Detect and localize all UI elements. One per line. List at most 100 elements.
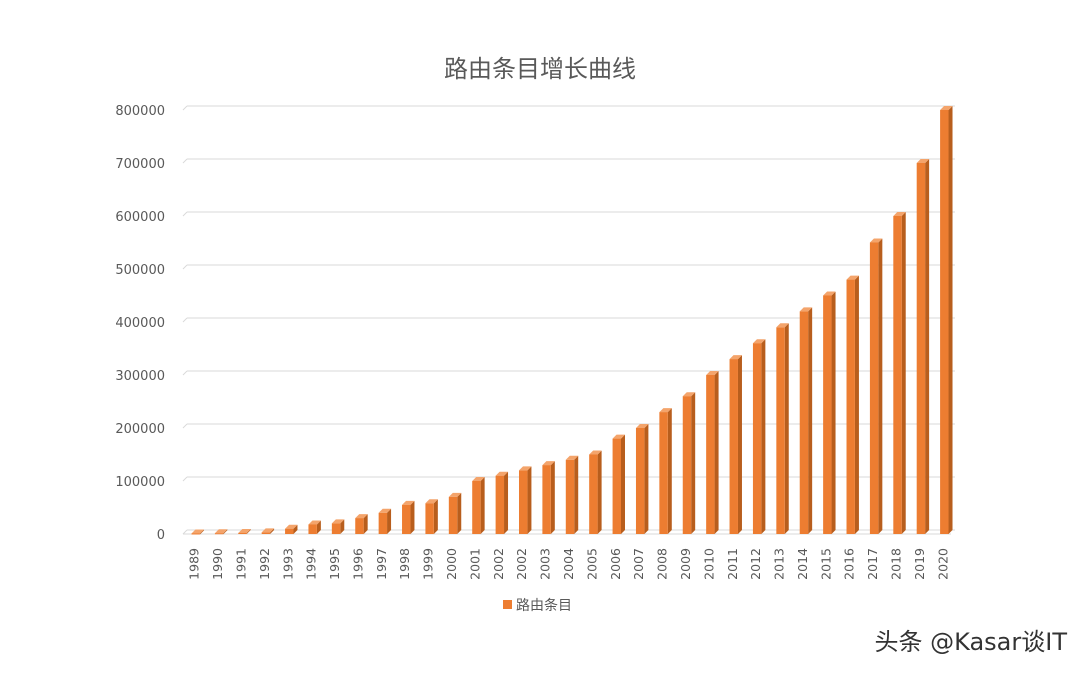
y-tick-label: 0 — [157, 528, 165, 543]
x-tick-label: 1995 — [327, 548, 342, 580]
bar-side — [854, 275, 859, 534]
y-tick-label: 700000 — [115, 157, 165, 172]
x-tick-label: 2001 — [467, 548, 482, 580]
chart-title: 路由条目增长曲线 — [444, 55, 636, 83]
gridline-edge — [182, 158, 188, 164]
bar-top — [542, 461, 555, 466]
x-tick-label: 2020 — [935, 548, 950, 580]
bar-top — [495, 471, 509, 476]
bar — [402, 504, 411, 534]
x-tick-label: 2005 — [584, 548, 599, 580]
bar — [682, 396, 692, 534]
x-tick-label: 1992 — [257, 548, 272, 580]
bar — [238, 532, 247, 534]
bar — [916, 163, 926, 534]
x-tick-label: 2014 — [795, 548, 810, 580]
y-tick-label: 600000 — [115, 210, 165, 225]
bar — [565, 459, 575, 534]
bar — [846, 279, 855, 534]
bar-side — [714, 371, 719, 534]
bar-side — [410, 500, 415, 534]
bar-top — [916, 159, 930, 163]
bar — [214, 533, 224, 535]
bar — [729, 359, 738, 534]
bar-side — [550, 461, 555, 534]
bar-top — [331, 519, 345, 524]
x-tick-label: 2015 — [818, 548, 833, 580]
bar — [869, 242, 879, 534]
bar-top — [238, 528, 251, 533]
bar-side — [574, 455, 579, 534]
bar-side — [667, 408, 672, 534]
bar — [425, 503, 434, 534]
bar — [589, 454, 598, 534]
bar-top — [776, 323, 789, 328]
bar-top — [519, 466, 532, 471]
bar-side — [901, 212, 906, 534]
bar-side — [457, 492, 462, 534]
x-tick-label: 1990 — [210, 548, 225, 580]
bar-top — [846, 275, 859, 280]
bar-top — [308, 520, 321, 525]
x-tick-label: 1999 — [421, 548, 436, 580]
x-tick-label: 2004 — [561, 548, 576, 580]
x-tick-label: 2013 — [772, 548, 787, 580]
bar — [261, 532, 271, 534]
gridline-edge — [182, 476, 188, 482]
bar-top — [214, 529, 228, 534]
bar — [799, 311, 809, 534]
bar — [893, 216, 902, 534]
bar-top — [729, 355, 742, 360]
bar-top — [402, 500, 415, 505]
bar-side — [480, 477, 485, 534]
bar-top — [612, 434, 625, 439]
y-tick-label: 400000 — [115, 316, 165, 331]
bar — [472, 481, 481, 534]
bar-top — [869, 238, 883, 243]
x-tick-label: 1994 — [304, 548, 319, 580]
legend-label: 路由条目 — [516, 597, 572, 614]
y-tick-label: 200000 — [115, 422, 165, 437]
bar-side — [270, 528, 275, 534]
bar-side — [504, 471, 509, 534]
bar-side — [597, 450, 602, 534]
bar-side — [948, 106, 953, 534]
bar-top — [261, 528, 275, 533]
legend: 路由条目 — [503, 597, 572, 614]
bar-side — [316, 520, 321, 534]
bar — [355, 518, 364, 534]
bar — [285, 528, 294, 534]
bar-side — [387, 508, 392, 534]
bar — [635, 428, 645, 534]
bar — [752, 343, 762, 534]
bar-side — [878, 238, 883, 534]
gridline-edge — [182, 211, 188, 217]
x-tick-label: 2011 — [725, 548, 740, 580]
bar-side — [761, 339, 766, 534]
bar — [519, 470, 528, 534]
gridline-edge — [182, 317, 188, 323]
bar-side — [199, 529, 204, 535]
y-tick-label: 100000 — [115, 475, 165, 490]
gridline-edge — [182, 529, 188, 535]
bar-top — [589, 450, 602, 455]
bar-side — [831, 291, 836, 534]
x-tick-label: 2017 — [865, 548, 880, 580]
bar-top — [706, 371, 719, 375]
bar-top — [823, 291, 836, 296]
bar-top — [659, 408, 672, 413]
y-axis-ticks: 0 100000 200000 300000 400000 500000 600000 700… — [115, 104, 165, 543]
bar-top — [565, 455, 579, 460]
x-tick-label: 1991 — [233, 548, 248, 580]
x-tick-label: 2019 — [912, 548, 927, 580]
x-tick-label: 2018 — [889, 548, 904, 580]
y-tick-label: 500000 — [115, 263, 165, 278]
x-tick-label: 1998 — [397, 548, 412, 580]
bar-top — [682, 392, 696, 397]
bar — [823, 295, 832, 534]
bar-side — [620, 434, 625, 534]
bar-side — [644, 424, 649, 534]
x-tick-label: 2003 — [538, 548, 553, 580]
bar — [331, 523, 341, 534]
